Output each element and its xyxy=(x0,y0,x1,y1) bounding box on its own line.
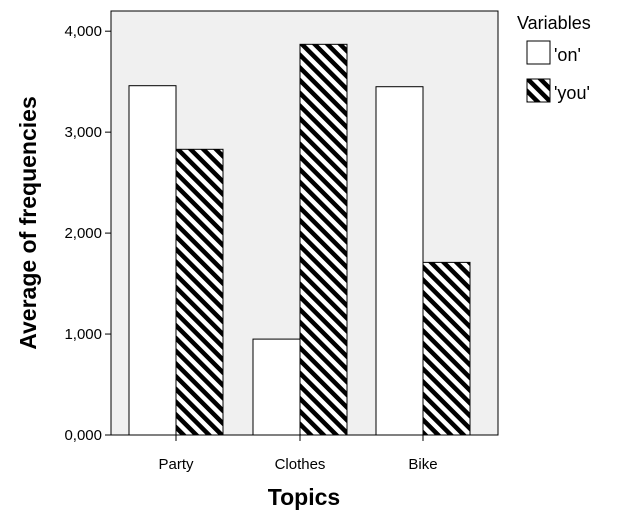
y-tick-label: 1,000 xyxy=(64,326,102,343)
y-axis-title: Average of frequencies xyxy=(15,96,41,350)
legend-swatch-on xyxy=(526,40,551,65)
legend-title: Variables xyxy=(517,13,591,33)
x-axis-title: Topics xyxy=(268,484,340,510)
x-ticks-layer: Party Clothes Bike xyxy=(158,435,438,473)
legend-label-on: 'on' xyxy=(554,45,581,65)
bar-you-party xyxy=(175,148,224,436)
x-tick-label-clothes: Clothes xyxy=(275,456,326,473)
x-tick-label-bike: Bike xyxy=(408,456,437,473)
bar-on-party xyxy=(128,85,177,436)
legend: Variables 'on' 'you' xyxy=(517,13,591,103)
y-tick-label: 0,000 xyxy=(64,427,102,444)
legend-swatch-you xyxy=(526,78,551,103)
y-ticks-layer: 0,000 1,000 2,000 3,000 4,000 xyxy=(64,23,111,444)
y-tick-label: 3,000 xyxy=(64,124,102,141)
y-tick-label: 2,000 xyxy=(64,225,102,242)
bars-layer xyxy=(128,43,471,436)
legend-label-you: 'you' xyxy=(554,83,590,103)
bar-on-bike xyxy=(375,86,424,436)
bar-you-clothes xyxy=(299,43,348,436)
x-tick-label-party: Party xyxy=(158,456,194,473)
bar-on-clothes xyxy=(252,338,301,436)
y-tick-label: 4,000 xyxy=(64,23,102,40)
bar-you-bike xyxy=(422,261,471,436)
